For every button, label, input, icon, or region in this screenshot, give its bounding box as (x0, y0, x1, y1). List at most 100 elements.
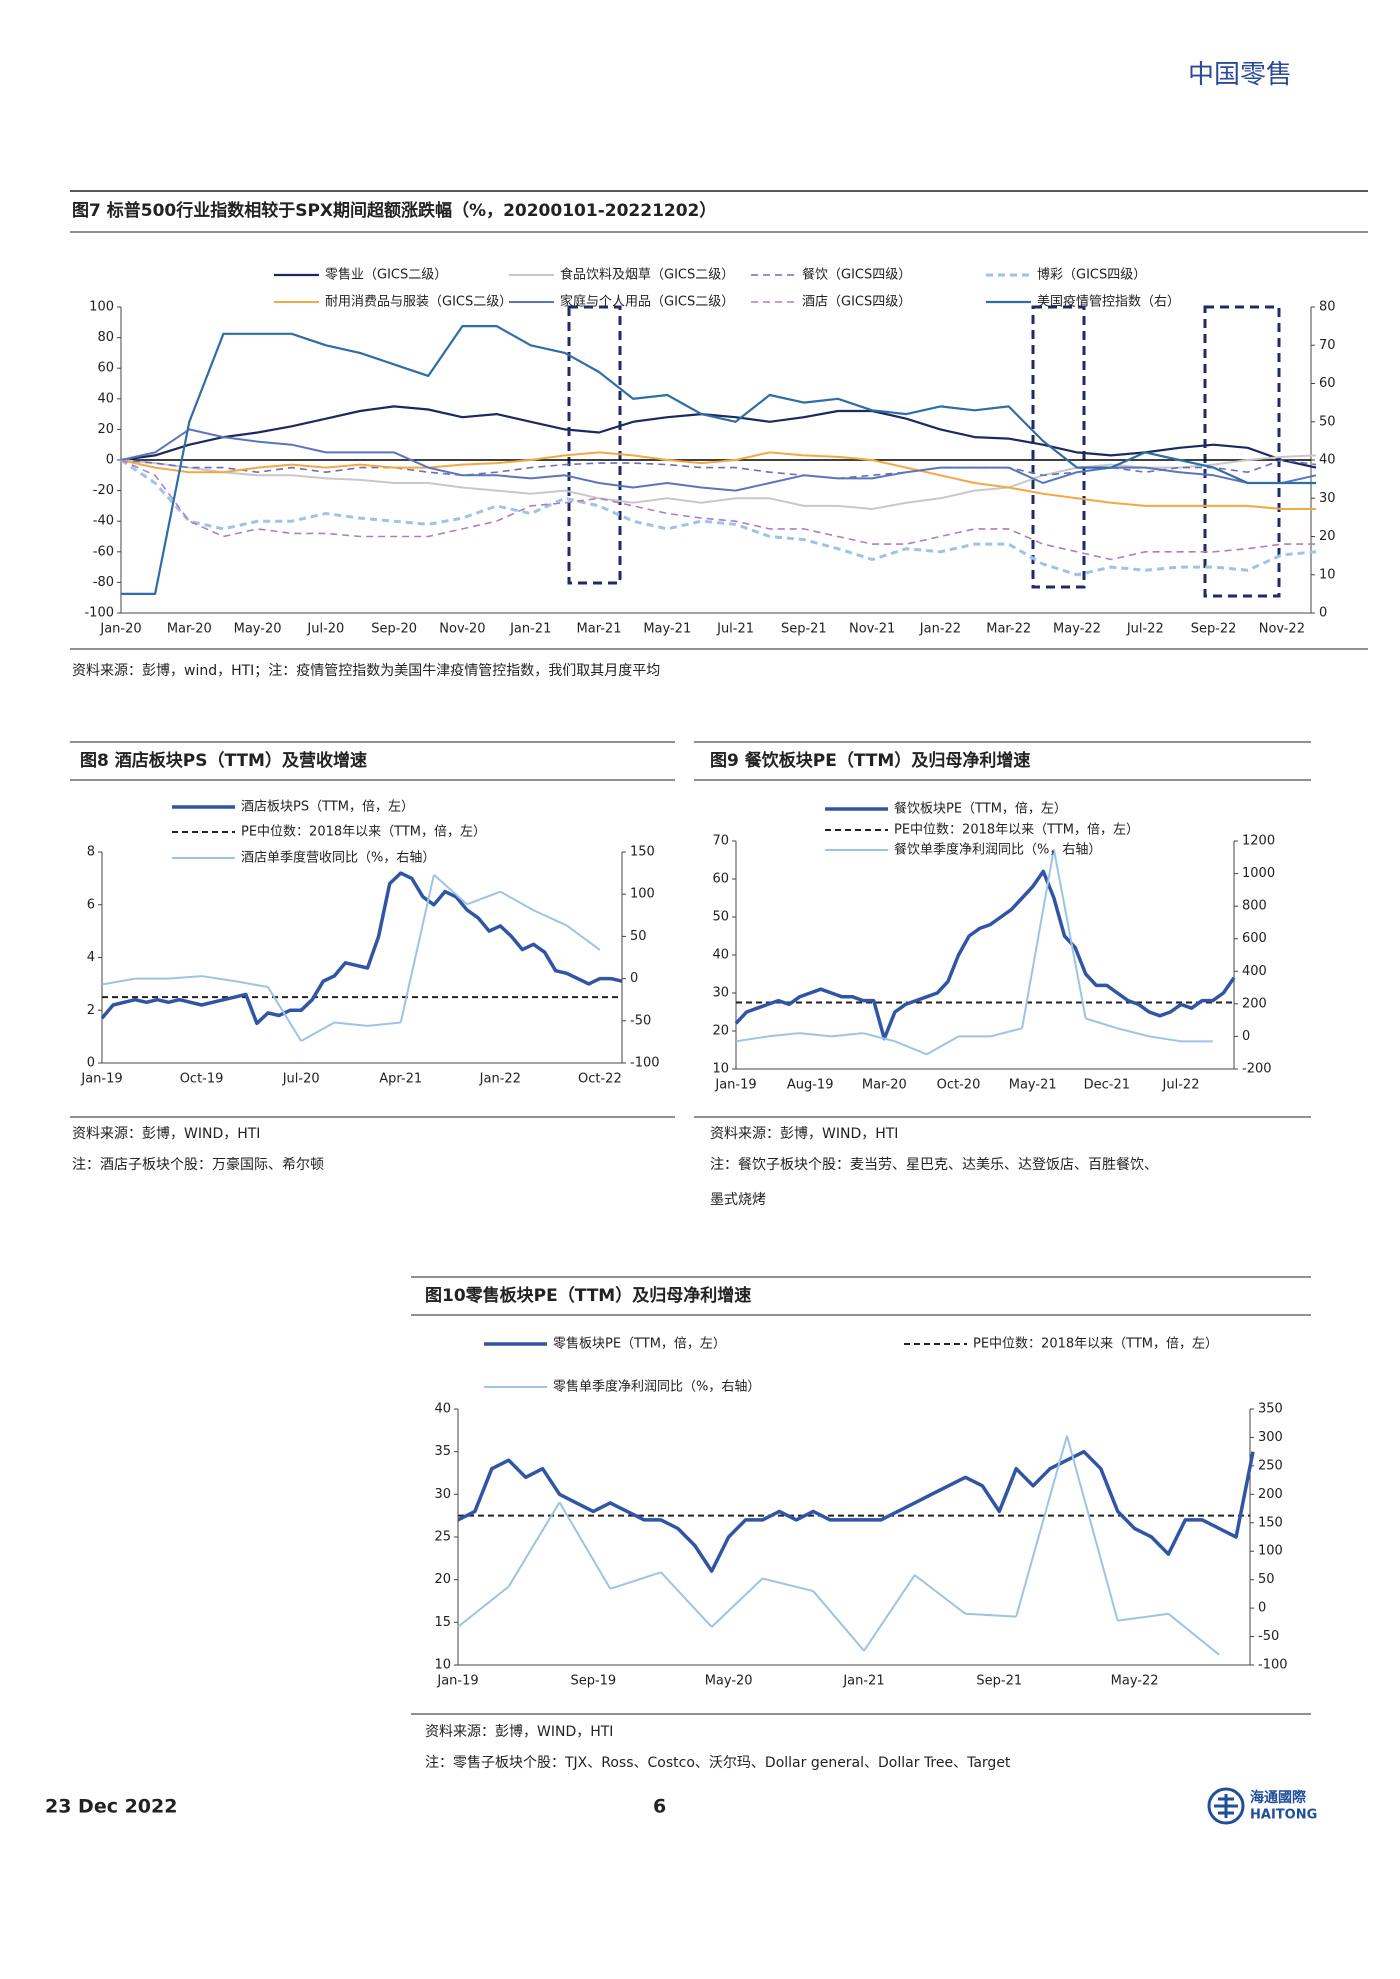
series-segment (300, 1021, 335, 1042)
x-tick-label: Jul-22 (1126, 622, 1164, 637)
x-tick-label: Jul-21 (716, 622, 754, 637)
x-tick-label: May-21 (1009, 1078, 1057, 1093)
y2-tick-label: 20 (1319, 529, 1336, 544)
logo-cn: 海通國際 (1250, 1789, 1307, 1806)
series-segment (831, 1032, 864, 1038)
series-segment (1149, 1035, 1182, 1043)
y-tick-label: -40 (93, 514, 114, 529)
series-segment (1085, 1017, 1118, 1030)
legend-label: 食品饮料及烟草（GICS二级） (560, 267, 734, 283)
x-tick-label: Mar-20 (167, 622, 212, 637)
y2-tick-label: 50 (1258, 1572, 1275, 1587)
y-tick-label: 6 (87, 897, 95, 912)
logo-icon (1207, 1787, 1245, 1825)
series-segment (399, 874, 435, 1023)
x-tick-label: Nov-21 (849, 622, 895, 637)
y-tick-label: 40 (712, 948, 729, 963)
y-tick-label: 10 (434, 1658, 451, 1673)
series-segment (201, 975, 235, 983)
x-tick-label: May-22 (1053, 622, 1101, 637)
x-tick-label: Sep-21 (781, 622, 827, 637)
y2-tick-label: -50 (1258, 1629, 1279, 1644)
series-line (457, 1449, 1255, 1573)
series-line (120, 405, 1317, 469)
y2-tick-label: 50 (630, 929, 647, 944)
x-tick-label: Mar-22 (986, 622, 1031, 637)
y2-tick-label: 10 (1319, 567, 1336, 582)
y2-tick-label: 0 (1258, 1601, 1266, 1616)
x-tick-label: Sep-20 (371, 622, 417, 637)
x-tick-label: Sep-19 (570, 1674, 616, 1689)
series-segment (1021, 848, 1055, 1029)
y2-tick-label: 0 (630, 971, 638, 986)
y2-tick-label: 50 (1319, 414, 1336, 429)
y2-tick-label: -100 (630, 1056, 660, 1071)
x-tick-label: Jul-22 (1162, 1078, 1200, 1093)
note: 注：餐饮子板块个股：麦当劳、星巴克、达美乐、达登饭店、百胜餐饮、 (710, 1157, 1158, 1173)
x-tick-label: Aug-19 (787, 1078, 834, 1093)
series-segment (566, 924, 601, 951)
y-tick-label: 60 (712, 872, 729, 887)
y-tick-label: 50 (712, 910, 729, 925)
series-segment (234, 980, 269, 989)
logo: 海通國際 HAITONG (1207, 1787, 1317, 1825)
y-tick-label: 70 (712, 834, 729, 849)
legend-label: 酒店单季度营收同比（%，右轴） (241, 850, 435, 866)
series-line (120, 459, 1316, 561)
series-segment (660, 1571, 713, 1628)
y-tick-label: 80 (97, 330, 114, 345)
y-tick-label: 2 (87, 1003, 95, 1018)
series-segment (965, 1612, 1017, 1618)
y2-tick-label: 150 (1258, 1515, 1283, 1530)
note: 墨式烧烤 (710, 1192, 766, 1208)
y-tick-label: 8 (87, 845, 95, 860)
y-tick-label: 10 (712, 1062, 729, 1077)
series-segment (767, 1032, 800, 1038)
y2-tick-label: 1000 (1242, 866, 1275, 881)
series-segment (799, 1032, 832, 1038)
legend-label: 餐饮单季度净利润同比（%，右轴） (894, 842, 1101, 858)
highlight-box (1203, 305, 1281, 598)
y-tick-label: 25 (434, 1530, 451, 1545)
y-tick-label: 30 (712, 986, 729, 1001)
legend-label: PE中位数：2018年以来（TTM，倍，左） (241, 825, 486, 840)
y2-tick-label: 80 (1319, 300, 1336, 315)
x-tick-label: Oct-20 (937, 1078, 981, 1093)
x-tick-label: Jan-22 (479, 1072, 521, 1087)
y2-tick-label: 30 (1319, 491, 1336, 506)
legend-label: 零售单季度净利润同比（%，右轴） (553, 1379, 760, 1395)
x-tick-label: May-20 (705, 1674, 753, 1689)
source: 资料来源：彭博，WIND，HTI (425, 1723, 613, 1740)
y2-tick-label: -200 (1242, 1062, 1272, 1077)
series-segment (507, 1501, 561, 1588)
y2-tick-label: 60 (1319, 376, 1336, 391)
y2-tick-label: 300 (1258, 1430, 1283, 1445)
highlight-box (1031, 305, 1086, 589)
chart-title: 图9 餐饮板块PE（TTM）及归母净利增速 (710, 750, 1030, 771)
series-segment (466, 890, 501, 906)
source: 资料来源：彭博，wind，HTI；注：疫情管控指数为美国牛津疫情管控指数，我们取… (72, 662, 660, 679)
series-line (121, 325, 1316, 595)
y2-tick-label: -50 (630, 1013, 651, 1028)
series-segment (1117, 1612, 1169, 1622)
series-line (120, 428, 1317, 492)
x-tick-label: Jan-19 (80, 1072, 122, 1087)
y-tick-label: 20 (434, 1572, 451, 1587)
series-segment (862, 1032, 896, 1043)
y2-tick-label: 250 (1258, 1458, 1283, 1473)
x-tick-label: Jan-20 (99, 622, 141, 637)
y2-tick-label: 1200 (1242, 834, 1275, 849)
series-segment (101, 977, 136, 986)
legend-label: 博彩（GICS四级） (1037, 268, 1146, 283)
y2-tick-label: 600 (1242, 931, 1267, 946)
y-tick-label: -100 (84, 606, 114, 621)
logo-icon (1214, 1794, 1238, 1818)
x-tick-label: May-22 (1111, 1674, 1159, 1689)
legend-label: 零售板块PE（TTM，倍，左） (553, 1336, 726, 1352)
series-segment (533, 909, 568, 927)
note: 注：零售子板块个股：TJX、Ross、Costco、沃尔玛、Dollar gen… (425, 1755, 1011, 1771)
legend-label: 家庭与个人用品（GICS二级） (560, 294, 734, 310)
series-segment (762, 1577, 814, 1593)
page-number: 6 (653, 1796, 666, 1818)
